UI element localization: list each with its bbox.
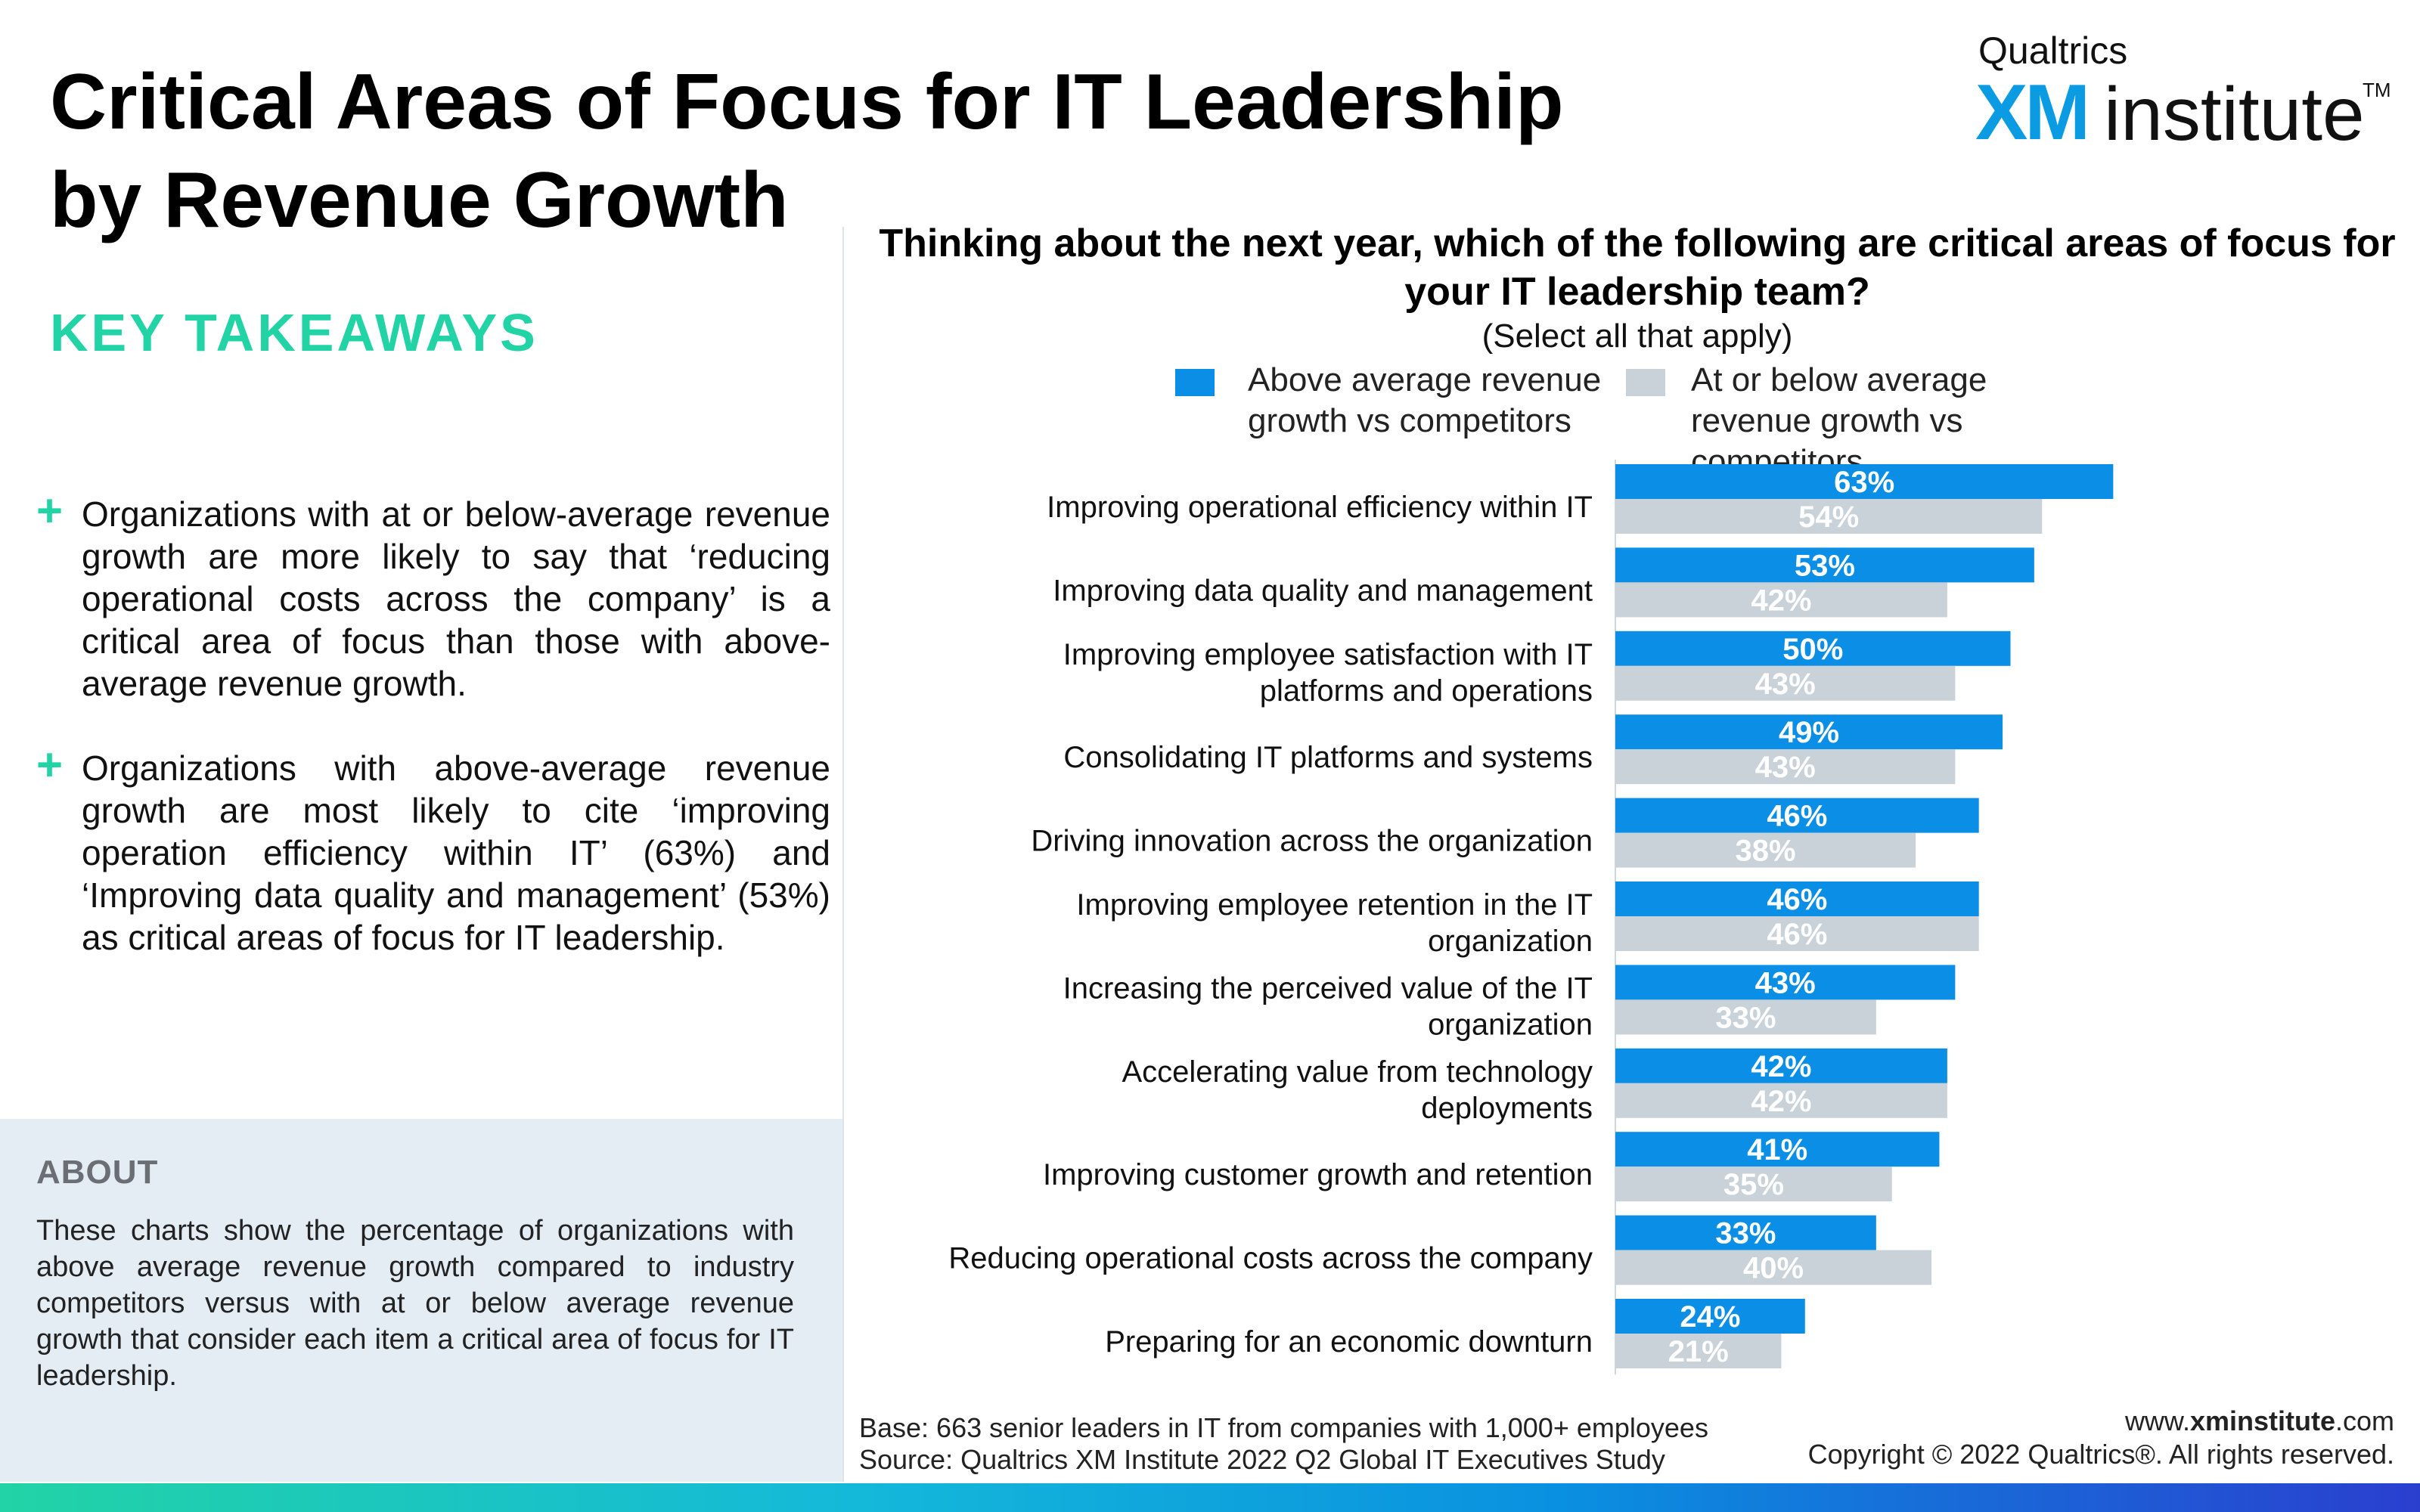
bar-above-average [1615,631,2011,666]
column-divider [842,227,844,1482]
bar-below-average [1615,749,1956,785]
bar-below-average [1615,999,1876,1035]
about-panel: ABOUT These charts show the percentage o… [0,1119,842,1482]
bar-above-average [1615,798,1979,833]
category-label: Preparing for an economic downturn [1105,1325,1593,1359]
qualtrics-xm-institute-logo: Qualtrics XM institute TM [1975,29,2391,156]
website-prefix: www. [2124,1405,2190,1436]
category-label: Improving employee retention in the IT or… [1076,888,1593,958]
base-source-note: Base: 663 senior leaders in IT from comp… [859,1412,1708,1476]
category-label: Increasing the perceived value of the IT… [1063,971,1593,1041]
bar-below-average [1615,1250,1931,1285]
base-note: Base: 663 senior leaders in IT from comp… [859,1412,1708,1443]
logo-xm-text: XM [1975,69,2090,156]
bar-above-average [1615,1132,1940,1167]
bar-above-average [1615,547,2034,583]
footer-gradient-bar [0,1483,2420,1512]
legend-label-below-average: At or below average revenue growth vs co… [1691,361,1987,480]
legend-swatch-above-average [1175,369,1215,396]
takeaway-text: Organizations with at or below-average r… [82,494,830,703]
legend-label-above-average: Above average revenue growth vs competit… [1248,361,1602,439]
bar-above-average [1615,1048,1947,1083]
data-label: 42% [1751,1085,1811,1118]
bar-above-average [1615,881,1979,916]
bar-below-average [1615,665,1956,701]
data-label: 46% [1767,918,1827,951]
data-label: 43% [1755,668,1816,701]
about-text: These charts show the percentage of orga… [36,1215,794,1392]
category-label: Accelerating value from technology deploy… [1122,1055,1593,1125]
category-label: Driving innovation across the organizati… [1031,825,1593,858]
source-note: Source: Qualtrics XM Institute 2022 Q2 G… [859,1444,1665,1475]
chart-subtitle: (Select all that apply) [1481,318,1793,355]
bar-below-average [1615,582,1947,618]
bar-below-average [1615,1334,1782,1368]
data-label: 33% [1715,1217,1776,1250]
legend-swatch-below-average [1626,369,1665,396]
category-label: Improving employee satisfaction with IT p… [1063,638,1593,708]
page-title-line-1: Critical Areas of Focus for IT Leadershi… [50,58,1564,146]
bar-below-average [1615,916,1979,951]
data-label: 43% [1755,966,1816,999]
plus-icon: + [36,485,64,536]
data-label: 53% [1795,549,1855,582]
category-label: Reducing operational costs across the co… [948,1242,1593,1275]
key-takeaways-heading: KEY TAKEAWAYS [50,303,538,362]
category-label: Improving data quality and management [1053,574,1593,607]
data-label: 40% [1743,1252,1804,1285]
data-label: 46% [1767,883,1827,916]
horizontal-bar-chart: Improving operational efficiency within … [948,460,2114,1375]
bar-above-average [1615,464,2114,499]
logo-trademark: TM [2363,79,2391,101]
data-label: 63% [1834,466,1894,499]
chart-title: Thinking about the next year, which of t… [879,222,2396,314]
copyright-text: Copyright © 2022 Qualtrics®. All rights … [1807,1439,2394,1470]
category-label: Consolidating IT platforms and systems [1063,741,1593,774]
data-label: 35% [1723,1168,1784,1201]
takeaway-text: Organizations with above-average revenue… [82,748,830,957]
data-label: 24% [1680,1300,1740,1334]
data-label: 54% [1798,500,1859,534]
plus-icon: + [36,739,64,790]
data-label: 49% [1779,716,1839,749]
bar-below-average [1615,1083,1947,1118]
page-title-line-2: by Revenue Growth [50,156,789,244]
bar-above-average [1615,1299,1805,1334]
copyright-block: www.xminstitute.com Copyright © 2022 Qua… [1808,1405,2394,1471]
logo-institute-text: institute [2104,72,2365,156]
data-label: 46% [1767,800,1827,833]
data-label: 50% [1782,633,1843,666]
bar-above-average [1615,1215,1876,1250]
data-label: 41% [1747,1133,1807,1167]
data-label: 42% [1751,584,1811,617]
data-label: 38% [1736,835,1796,868]
data-label: 21% [1668,1335,1729,1368]
bar-below-average [1615,1167,1892,1202]
data-label: 43% [1755,751,1816,784]
about-heading: ABOUT [36,1154,159,1191]
page-title: Critical Areas of Focus for IT Leadershi… [50,53,1714,249]
bar-above-average [1615,714,2003,750]
bar-below-average [1615,499,2043,534]
data-label: 33% [1715,1001,1776,1034]
website-name: xminstitute [2189,1405,2335,1436]
bar-above-average [1615,965,1956,1000]
bar-below-average [1615,832,1916,868]
website-suffix: .com [2335,1405,2394,1436]
logo-brand-text: Qualtrics [1978,29,2128,72]
website-link[interactable]: www.xminstitute.com [1808,1405,2394,1438]
category-label: Improving operational efficiency within … [1047,491,1593,524]
category-label: Improving customer growth and retention [1043,1158,1593,1191]
data-label: 42% [1751,1050,1811,1083]
